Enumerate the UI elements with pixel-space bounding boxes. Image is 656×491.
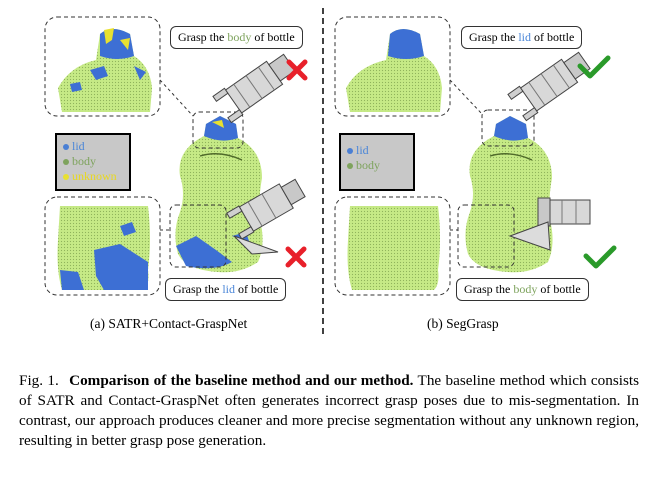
gripper-b-bottom-finger [508, 221, 551, 251]
instruction-bubble-bottom-b: Grasp the body of bottle [456, 278, 589, 301]
instruction-bubble-bottom-a: Grasp the lid of bottle [165, 278, 287, 301]
legend-item-unknown: unknown [63, 169, 123, 184]
body-closeup-b [347, 206, 440, 290]
lid-closeup-b [346, 29, 442, 112]
caption-title: Comparison of the baseline method and ou… [69, 372, 414, 389]
caption-text: The baseline method which consists of SA… [19, 372, 640, 449]
legend-item-lid: lid [347, 143, 407, 158]
body-dot-icon [347, 162, 353, 169]
gripper-a-top [212, 53, 296, 124]
gripper-a-bottom-finger [233, 235, 279, 255]
check-mark-top-b [577, 55, 611, 79]
check-mark-bottom-b [583, 245, 617, 269]
gripper-b-bottom [537, 197, 591, 227]
subcaption-a: (a) SATR+Contact-GraspNet [90, 316, 248, 331]
legend-a: lid body unknown [55, 133, 131, 191]
body-dot-icon [63, 158, 69, 165]
lid-dot-icon [63, 143, 69, 150]
focus-box-body-a [169, 204, 227, 268]
legend-item-body: body [63, 154, 123, 169]
figure-caption: Fig. 1. Comparison of the baseline metho… [19, 371, 639, 451]
subcaption-b: (b) SegGrasp [427, 316, 499, 331]
figure-graphics [44, 8, 617, 335]
wrong-mark-top-a [286, 59, 308, 81]
lid-closeup-a [58, 28, 152, 112]
bottle-b [465, 116, 553, 273]
instruction-bubble-top-a: Grasp the body of bottle [170, 26, 303, 49]
body-closeup-a [57, 206, 150, 290]
wrong-mark-bottom-a [285, 246, 307, 268]
instruction-bubble-top-b: Grasp the lid of bottle [461, 26, 583, 49]
legend-item-body: body [347, 158, 407, 173]
legend-b: lid body [339, 133, 415, 191]
lid-dot-icon [347, 147, 353, 154]
comparison-figure: lid body unknown lid body Grasp the body… [44, 8, 617, 335]
gripper-b-top [507, 51, 591, 122]
unknown-dot-icon [63, 173, 69, 180]
gripper-a-bottom [226, 178, 306, 240]
legend-item-lid: lid [63, 139, 123, 154]
focus-box-lid-b [481, 109, 535, 147]
focus-box-lid-a [192, 111, 244, 149]
figure-number: Fig. 1. [19, 372, 59, 389]
